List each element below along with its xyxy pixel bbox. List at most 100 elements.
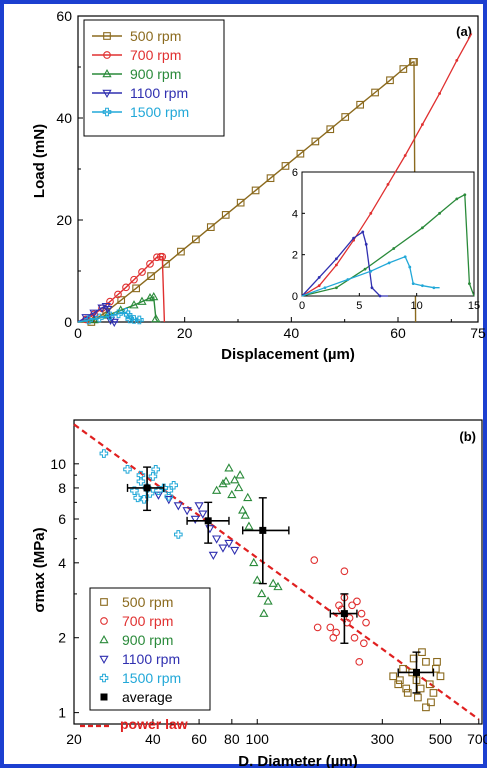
y-tick-label-b: 4 (58, 555, 66, 571)
legend-label-b-3: 1100 rpm (122, 651, 180, 667)
data-point-3 (105, 316, 116, 325)
inset-data-point-4 (408, 265, 412, 269)
scatter-point-2 (243, 492, 253, 502)
data-point-4 (125, 314, 135, 324)
inset-data-point-1 (386, 183, 390, 186)
legend-marker-a-0 (103, 32, 111, 40)
data-point-0 (147, 272, 155, 280)
inset-data-point-1 (403, 154, 407, 157)
scatter-point-2 (244, 521, 254, 530)
scatter-point-1 (355, 657, 364, 666)
scatter-point-0 (433, 657, 441, 666)
data-point-1 (138, 268, 146, 276)
inset-data-point-4 (421, 284, 424, 288)
scatter-point-1 (340, 567, 349, 576)
legend-b (89, 587, 211, 711)
legend-label-b-5: average (122, 689, 173, 705)
y-tick-label-b: 1 (58, 705, 66, 721)
data-point-2 (151, 313, 161, 323)
scatter-point-3 (224, 539, 234, 549)
scatter-point-3 (211, 535, 222, 544)
scatter-point-3 (153, 491, 164, 500)
inset-data-point-2 (468, 282, 471, 285)
inset-data-point-3 (335, 257, 338, 261)
x-tick-label-a: 40 (284, 325, 300, 341)
y-tick-label-b: 6 (58, 511, 66, 527)
data-point-4 (123, 310, 133, 320)
inset-data-point-2 (392, 247, 396, 250)
scatter-point-4 (139, 495, 149, 504)
data-point-1 (114, 290, 122, 299)
data-point-0 (356, 100, 364, 109)
data-point-3 (109, 318, 119, 328)
x-tick-label-a: 60 (390, 325, 406, 341)
inset-data-point-2 (421, 226, 424, 230)
data-point-0 (251, 186, 260, 195)
scatter-point-0 (425, 680, 434, 689)
inset-data-point-2 (438, 211, 441, 215)
inset-data-point-3 (317, 276, 321, 279)
y-tick-label-a: 60 (56, 8, 72, 24)
legend-label-b-0: 500 rpm (122, 594, 173, 610)
data-point-4 (95, 313, 104, 323)
y-tick-label-a: 0 (64, 314, 72, 330)
data-point-1 (158, 252, 167, 261)
data-point-1 (130, 275, 138, 284)
panel-label-a: (a) (456, 24, 472, 39)
scatter-point-2 (221, 476, 231, 485)
scatter-point-3 (198, 510, 208, 519)
scatter-point-2 (240, 510, 250, 519)
scatter-point-2 (211, 485, 222, 494)
y-tick-label-b: 8 (58, 480, 66, 496)
inset-data-point-3 (378, 294, 382, 298)
scatter-point-3 (173, 502, 183, 511)
inset-x-tick-label: 10 (411, 300, 423, 312)
plot-area-b (73, 419, 483, 725)
x-tick-label-b: 40 (145, 731, 161, 747)
scatter-point-4 (151, 465, 161, 474)
scatter-point-2 (238, 505, 248, 514)
inset-plot-area (301, 171, 475, 297)
scatter-point-4 (130, 486, 139, 495)
legend-marker-b-4 (99, 673, 109, 683)
scatter-point-1 (348, 601, 356, 610)
y-axis-label-a: Load (mN) (31, 124, 48, 198)
inset-data-point-1 (317, 284, 321, 288)
scatter-point-2 (249, 557, 259, 567)
power-law-line (73, 423, 480, 721)
legend-marker-a-4 (102, 107, 112, 117)
legend-marker-b-0 (100, 598, 108, 606)
data-point-4 (84, 315, 93, 325)
inset-data-point-3 (352, 236, 355, 240)
scatter-point-3 (208, 551, 218, 561)
x-tick-label-b: 100 (246, 731, 270, 747)
scatter-point-0 (422, 657, 430, 666)
x-tick-label-b: 300 (371, 731, 395, 747)
scatter-point-1 (326, 623, 335, 632)
inset-data-point-3 (370, 286, 374, 290)
data-point-3 (97, 304, 107, 313)
scatter-point-2 (234, 482, 244, 492)
legend-label-b-2: 900 rpm (122, 632, 173, 648)
legend-label-a-2: 900 rpm (130, 66, 181, 82)
inset-data-point-2 (363, 267, 367, 271)
data-point-1 (106, 297, 114, 306)
inset-y-tick-label: 0 (292, 291, 298, 303)
data-point-0 (236, 198, 245, 207)
inset-data-point-3 (361, 230, 365, 234)
scatter-point-1 (313, 623, 322, 632)
scatter-point-0 (403, 689, 412, 697)
inset-data-point-2 (455, 197, 459, 201)
y-tick-label-b: 10 (50, 456, 66, 472)
legend-label-a-1: 700 rpm (130, 47, 181, 63)
x-tick-label-b: 80 (224, 731, 240, 747)
scatter-point-2 (230, 475, 240, 484)
data-point-0 (399, 65, 408, 73)
scatter-point-4 (133, 493, 143, 503)
legend-marker-b-3 (99, 655, 109, 665)
scatter-point-2 (252, 575, 262, 584)
inset-x-tick-label: 15 (468, 300, 480, 312)
inset-data-point-4 (323, 286, 327, 290)
